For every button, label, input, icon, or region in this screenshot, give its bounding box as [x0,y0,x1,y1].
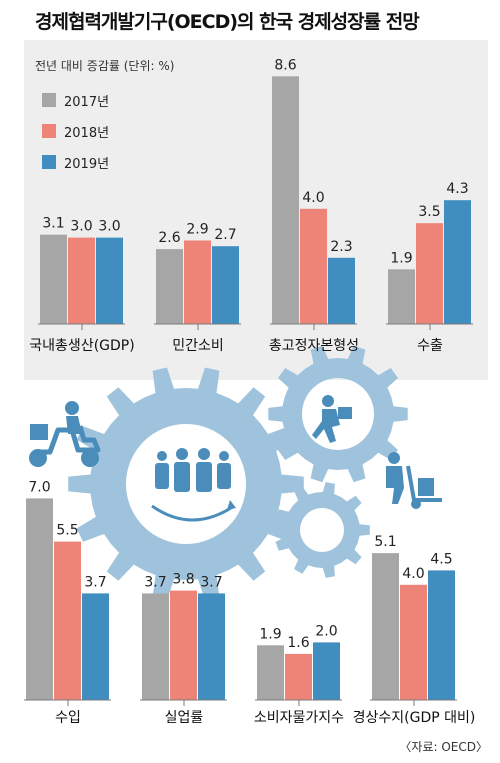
data-label: 3.1 [42,216,64,232]
data-label: 7.0 [28,479,50,495]
data-label: 8.6 [274,57,296,73]
data-label: 4.3 [446,181,468,197]
bar-2017년-국내총생산(GDP) [40,234,67,324]
bar-2019년-수입 [82,593,109,700]
source-note: 〈자료: OECD〉 [399,740,488,754]
bar-2018년-소비자물가지수 [285,653,312,700]
bar-2018년-수입 [54,541,81,700]
data-label: 1.6 [287,635,309,651]
category-label: 소비자물가지수 [254,710,344,726]
gear-icon [275,482,370,578]
bar-2017년-총고정자본형성 [272,76,299,324]
legend-label: 2018년 [64,125,110,141]
category-label: 실업률 [165,710,204,726]
data-label: 3.7 [200,574,222,590]
bar-2018년-경상수지(GDP 대비) [400,584,427,700]
category-label: 경상수지(GDP 대비) [353,710,476,726]
bar-2017년-경상수지(GDP 대비) [372,553,399,700]
bar-2018년-총고정자본형성 [300,208,327,324]
gears-decoration [68,345,408,601]
data-label: 3.8 [172,572,194,588]
data-label: 3.7 [84,574,106,590]
data-label: 1.9 [259,626,281,642]
chart-title: 경제협력개발기구(OECD)의 한국 경제성장률 전망 [35,11,420,33]
bar-2017년-수출 [388,269,415,324]
delivery-scooter-icon [29,401,101,467]
data-label: 3.0 [98,219,120,235]
gear-icon [68,367,304,601]
bar-2018년-실업률 [170,590,197,700]
category-label: 민간소비 [172,338,224,354]
bar-2017년-수입 [26,498,53,700]
legend-item-2017: 2017년 [42,91,110,110]
legend-item-2019: 2019년 [42,153,110,172]
running-worker-icon [312,395,352,443]
people-team-icon [151,448,236,522]
bar-2019년-민간소비 [212,246,239,324]
data-label: 1.9 [390,250,412,266]
legend-swatch [42,124,56,138]
data-label: 4.0 [402,566,424,582]
bar-2017년-소비자물가지수 [257,645,284,700]
data-label: 3.0 [70,219,92,235]
legend-swatch [42,93,56,107]
bar-2019년-국내총생산(GDP) [96,237,123,324]
bar-2017년-실업률 [142,593,169,700]
legend-label: 2017년 [64,94,110,110]
bar-2018년-민간소비 [184,240,211,324]
bar-2018년-수출 [416,223,443,324]
legend-label: 2019년 [64,156,110,172]
data-label: 2.6 [158,230,180,246]
category-label: 수출 [417,338,443,354]
data-label: 2.3 [330,239,352,255]
bar-2017년-민간소비 [156,249,183,324]
data-label: 3.5 [418,204,440,220]
bar-2019년-실업률 [198,593,225,700]
bar-2019년-총고정자본형성 [328,257,355,324]
legend-item-2018: 2018년 [42,122,110,141]
bar-2019년-수출 [444,200,471,324]
category-label: 총고정자본형성 [269,338,359,354]
data-label: 3.7 [144,574,166,590]
hand-truck-worker-icon [386,452,442,509]
data-label: 2.9 [186,222,208,238]
data-label: 5.5 [56,523,78,539]
legend-swatch [42,155,56,169]
data-label: 4.5 [430,551,452,567]
category-label: 수입 [55,710,81,726]
chart-subtitle: 전년 대비 증감률 (단위: %) [35,59,175,73]
gear-icon [268,345,408,483]
data-label: 4.0 [302,190,324,206]
data-label: 2.0 [315,623,337,639]
data-label: 5.1 [374,534,396,550]
bar-2018년-국내총생산(GDP) [68,237,95,324]
bar-2019년-경상수지(GDP 대비) [428,570,455,700]
bar-2019년-소비자물가지수 [313,642,340,700]
category-label: 국내총생산(GDP) [29,338,134,354]
data-label: 2.7 [214,227,236,243]
